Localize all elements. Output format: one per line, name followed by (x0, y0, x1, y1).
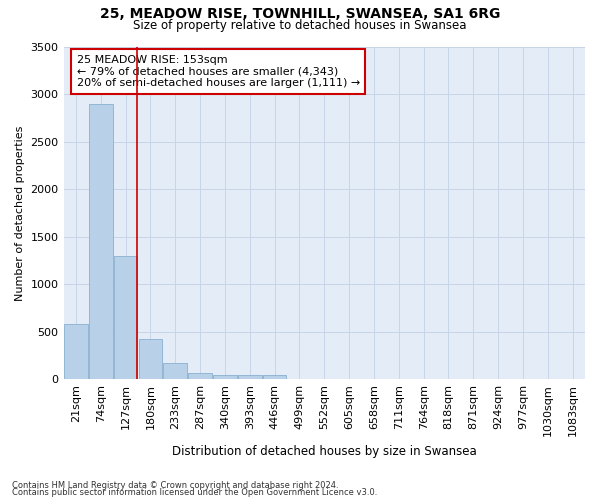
Bar (89, 104, 113, 380)
Y-axis label: Number of detached properties: Number of detached properties (15, 126, 25, 300)
Text: 25, MEADOW RISE, TOWNHILL, SWANSEA, SA1 6RG: 25, MEADOW RISE, TOWNHILL, SWANSEA, SA1 … (100, 8, 500, 22)
Bar (263, 374, 286, 380)
Text: Contains public sector information licensed under the Open Government Licence v3: Contains public sector information licen… (12, 488, 377, 497)
Bar (238, 374, 262, 380)
Bar (213, 374, 237, 380)
Text: Contains HM Land Registry data © Crown copyright and database right 2024.: Contains HM Land Registry data © Crown c… (12, 480, 338, 490)
Text: 25 MEADOW RISE: 153sqm
← 79% of detached houses are smaller (4,343)
20% of semi-: 25 MEADOW RISE: 153sqm ← 79% of detached… (77, 55, 360, 88)
Bar (64, 324, 88, 380)
Bar (114, 256, 137, 380)
Bar (139, 340, 162, 380)
Text: Size of property relative to detached houses in Swansea: Size of property relative to detached ho… (133, 19, 467, 32)
Bar (188, 373, 212, 380)
Bar (163, 364, 187, 380)
X-axis label: Distribution of detached houses by size in Swansea: Distribution of detached houses by size … (172, 444, 476, 458)
